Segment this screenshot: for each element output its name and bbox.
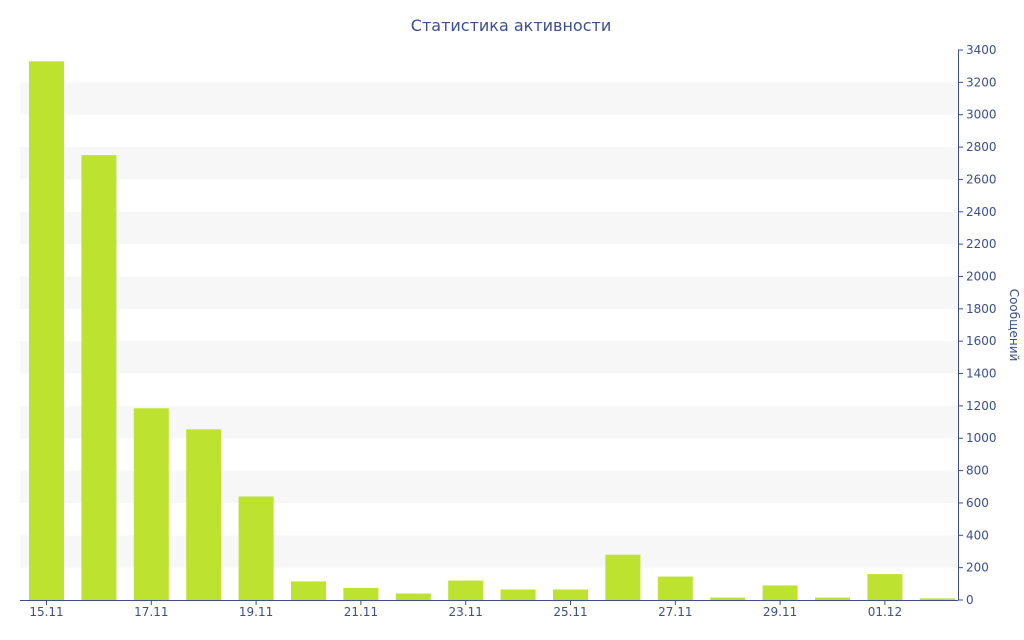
bar-27.11 [657,576,693,600]
bar-01.12 [867,574,903,600]
x-tick-label: 29.11 [763,605,797,619]
bar-24.11 [500,589,536,600]
y-tick-label: 3000 [966,108,997,122]
grid-band [20,405,958,439]
y-tick-label: 1400 [966,367,997,381]
grid-band [20,535,958,568]
y-tick-label: 400 [966,528,989,542]
y-tick-label: 2400 [966,205,997,219]
bar-22.11 [395,593,431,600]
y-tick-label: 600 [966,496,989,510]
y-tick-label: 2600 [966,172,997,186]
y-tick-label: 2200 [966,237,997,251]
y-tick-label: 200 [966,561,989,575]
grid-bands [20,82,958,568]
grid-band [20,341,958,374]
chart-title: Статистика активности [411,16,611,35]
bar-23.11 [448,580,484,600]
x-tick-label: 19.11 [239,605,273,619]
bar-18.11 [186,429,222,600]
bar-15.11 [29,61,64,600]
grid-band [20,211,958,245]
y-tick-label: 1000 [966,431,997,445]
bar-29.11 [762,585,798,600]
y-tick-labels: 0 200 400 600 800 1000 1200 1400 1600 1800 2000 220… [958,43,997,607]
y-tick-label: 2800 [966,140,997,154]
grid-band [20,276,958,309]
y-tick-label: 800 [966,464,989,478]
grid-band [20,82,958,115]
y-tick-label: 3200 [966,75,997,89]
bar-28.11 [710,597,746,600]
grid-band [20,470,958,503]
y-tick-label: 1800 [966,302,997,316]
x-tick-label: 15.11 [29,605,63,619]
bar-30.11 [815,597,850,600]
x-tick-label: 25.11 [553,605,587,619]
bar-02.12 [919,598,955,600]
y-tick-label: 2000 [966,269,997,283]
y-tick-label: 1200 [966,399,997,413]
x-tick-label: 23.11 [449,605,483,619]
y-tick-label: 3400 [966,43,997,57]
bar-16.11 [81,155,117,600]
axes [20,50,959,601]
bar-25.11 [553,589,588,600]
x-tick-label: 17.11 [134,605,168,619]
bar-17.11 [133,408,169,600]
x-tick-label: 27.11 [658,605,692,619]
x-tick-label: 21.11 [344,605,378,619]
bar-26.11 [605,554,641,600]
bar-21.11 [343,587,379,600]
y-axis-label: Сообщений [1007,289,1021,362]
bar-20.11 [291,581,326,600]
y-tick-label: 0 [966,593,974,607]
grid-band [20,147,958,180]
x-tick-label: 01.12 [868,605,902,619]
x-tick-labels: 15.11 17.11 19.11 21.11 23.11 25.11 27.11 29.11… [29,600,902,619]
bar-series [29,61,955,600]
bar-19.11 [238,496,274,600]
y-tick-label: 1600 [966,334,997,348]
